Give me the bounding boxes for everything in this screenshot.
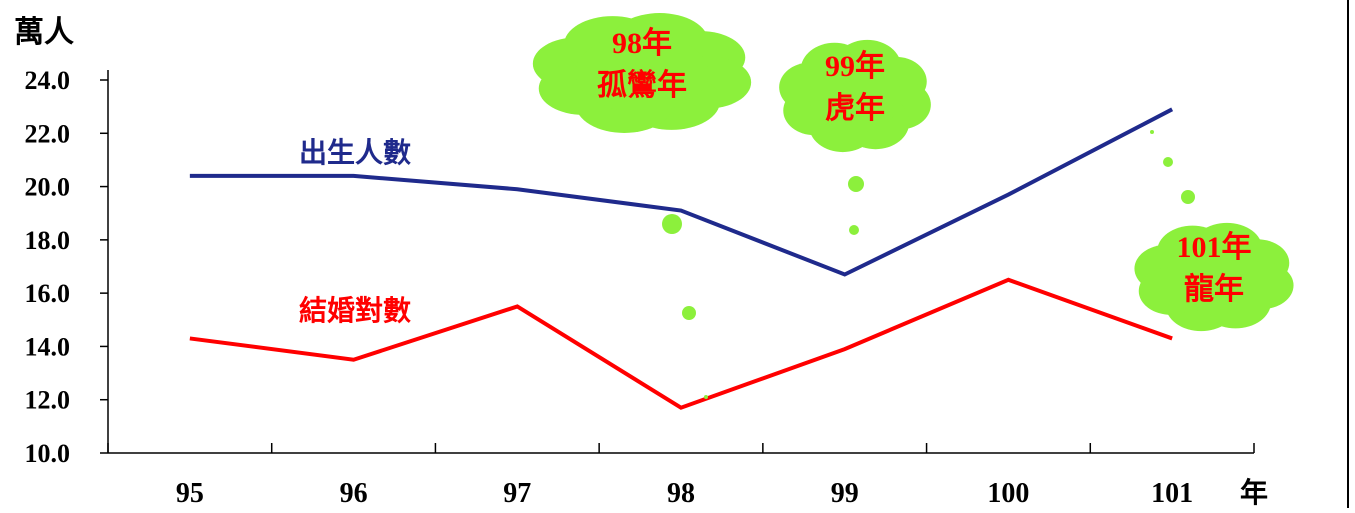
cloud-dot xyxy=(662,214,682,234)
series-label: 出生人數 xyxy=(299,137,411,169)
annotation-text: 98年 xyxy=(612,27,672,60)
x-tick-label: 100 xyxy=(987,478,1029,508)
annotation-text: 99年 xyxy=(825,50,885,83)
x-tick-label: 101 xyxy=(1151,478,1193,508)
y-tick-label: 22.0 xyxy=(25,119,71,148)
y-tick-label: 10.0 xyxy=(25,439,71,468)
y-tick-label: 12.0 xyxy=(25,386,71,415)
y-tick-label: 24.0 xyxy=(25,66,71,95)
cloud-dot xyxy=(1163,157,1173,167)
x-tick-label: 96 xyxy=(340,478,368,508)
cloud-dot xyxy=(849,225,859,235)
y-tick-label: 14.0 xyxy=(25,332,71,361)
tick-labels: 10.0 12.0 14.0 16.0 18.0 20.0 22.0 24.0 95 96 97 98… xyxy=(25,66,1194,508)
cloud-dot xyxy=(1181,190,1195,204)
cloud-dot xyxy=(682,306,696,320)
y-tick-label: 16.0 xyxy=(25,279,71,308)
frame-border xyxy=(1347,0,1349,508)
series-label: 結婚對數 xyxy=(299,294,411,327)
annotation-text: 龍年 xyxy=(1184,272,1244,306)
cloud-dot xyxy=(1150,130,1154,134)
cloud-dot xyxy=(848,176,864,192)
annotation-text: 101年 xyxy=(1177,231,1252,264)
x-tick-label: 95 xyxy=(176,478,204,508)
annotation-text: 虎年 xyxy=(825,92,885,125)
series-line-1 xyxy=(190,109,1172,274)
y-tick-label: 20.0 xyxy=(25,173,71,202)
y-axis-label: 萬人 xyxy=(14,16,74,49)
x-axis-label: 年 xyxy=(1240,476,1268,508)
annotation-text: 孤鸞年 xyxy=(597,69,687,102)
x-tick-label: 97 xyxy=(503,478,531,508)
x-tick-label: 99 xyxy=(831,478,859,508)
y-tick-label: 18.0 xyxy=(25,226,71,255)
cloud-dot xyxy=(704,395,708,399)
x-tick-label: 98 xyxy=(667,478,695,508)
